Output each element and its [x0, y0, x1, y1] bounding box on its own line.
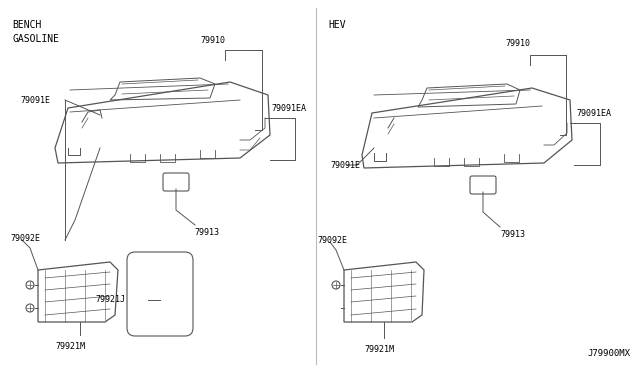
Text: 79910: 79910 — [200, 36, 225, 45]
Text: 79921M: 79921M — [55, 342, 85, 351]
Text: 79091EA: 79091EA — [576, 109, 611, 118]
Text: 79091E: 79091E — [330, 160, 360, 170]
Text: BENCH
GASOLINE: BENCH GASOLINE — [12, 20, 59, 44]
Text: 79092E: 79092E — [317, 235, 347, 244]
Text: 79921J: 79921J — [95, 295, 125, 305]
Text: 79921M: 79921M — [364, 345, 394, 354]
Text: J79900MX: J79900MX — [587, 349, 630, 358]
Text: HEV: HEV — [328, 20, 346, 30]
Text: 79092E: 79092E — [10, 234, 40, 243]
Text: 79913: 79913 — [194, 228, 219, 237]
Text: 79091EA: 79091EA — [271, 103, 306, 112]
Text: 79091E: 79091E — [20, 96, 50, 105]
Text: 79913: 79913 — [500, 230, 525, 239]
Text: 79910: 79910 — [505, 39, 530, 48]
